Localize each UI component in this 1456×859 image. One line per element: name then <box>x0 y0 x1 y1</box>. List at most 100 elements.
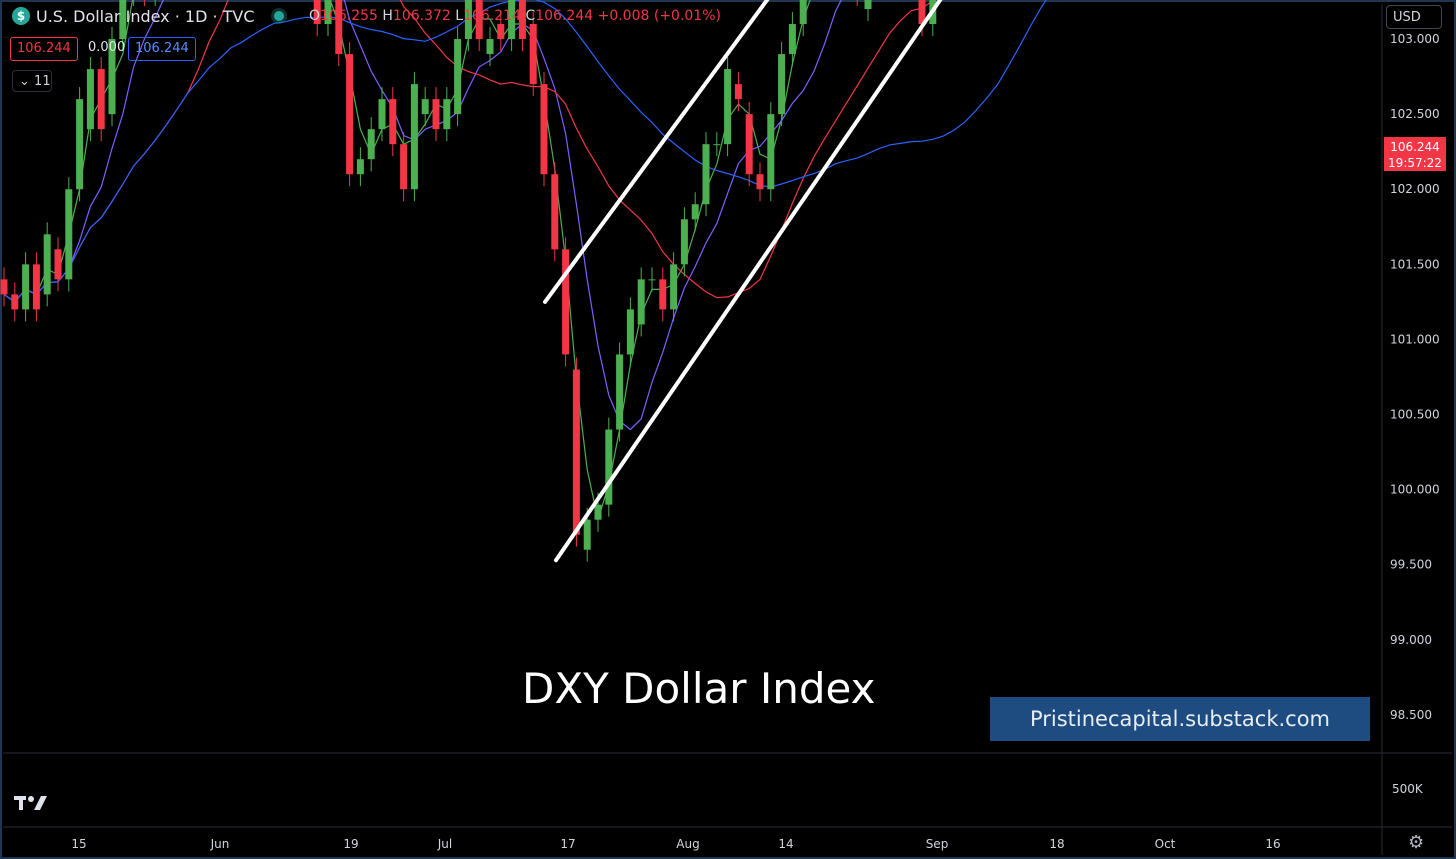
candle-up <box>637 279 645 325</box>
candle-down <box>432 99 440 130</box>
candle-down <box>475 0 483 40</box>
candle-down <box>0 279 8 295</box>
x-tick-label: 19 <box>343 837 358 851</box>
candle-up <box>724 69 732 145</box>
market-open-icon <box>274 11 284 21</box>
y-tick-label: 99.500 <box>1390 558 1432 572</box>
candle-up <box>76 99 84 190</box>
high-value: 106.372 <box>392 8 451 24</box>
candle-down <box>562 249 570 355</box>
candle-down <box>346 54 354 175</box>
y-tick-label: 99.000 <box>1390 633 1432 647</box>
candle-down <box>918 0 926 25</box>
candle-up <box>324 0 332 25</box>
candle-up <box>508 0 516 40</box>
dollar-symbol-icon: $ <box>12 7 30 25</box>
close-label: C <box>525 8 536 24</box>
candle-down <box>745 114 753 175</box>
candle-up <box>594 504 602 520</box>
candle-up <box>443 99 451 130</box>
candle-down <box>400 144 408 190</box>
y-tick-label: 101.000 <box>1390 332 1440 346</box>
candle-down <box>313 0 321 25</box>
candle-down <box>529 24 537 85</box>
ma-fast-line <box>3 0 811 523</box>
candle-up <box>605 429 613 505</box>
candle-down <box>497 24 505 40</box>
ohlc-readout: O106.255 H106.372 L106.214 C106.244 +0.0… <box>309 8 721 24</box>
candle-up <box>356 159 364 175</box>
candle-up <box>616 354 624 430</box>
currency-button[interactable]: USD <box>1386 5 1442 29</box>
candle-up <box>713 144 721 146</box>
bar-countdown: 19:57:22 <box>1388 156 1442 170</box>
candle-up <box>86 69 94 130</box>
candle-up <box>778 54 786 115</box>
ma-blue-line <box>3 0 1047 303</box>
candle-down <box>551 174 559 250</box>
indicator-value-red[interactable]: 106.244 <box>10 37 78 61</box>
candle-down <box>389 99 397 145</box>
candle-down <box>54 249 62 280</box>
y-tick-label: 102.500 <box>1390 107 1440 121</box>
x-tick-label: 17 <box>560 837 575 851</box>
candle-up <box>378 99 386 130</box>
candle-up <box>670 264 678 310</box>
y-tick-label: 102.000 <box>1390 182 1440 196</box>
candle-up <box>799 0 807 25</box>
candle-down <box>540 84 548 175</box>
indicator-count: 11 <box>34 74 51 89</box>
candle-up <box>691 204 699 220</box>
candle-up <box>43 234 51 295</box>
y-tick-label: 101.500 <box>1390 257 1440 271</box>
y-tick-label: 100.000 <box>1390 483 1440 497</box>
symbol-title[interactable]: U.S. Dollar Index · 1D · TVC <box>36 7 255 26</box>
y-tick-label: 103.000 <box>1390 32 1440 46</box>
low-label: L <box>455 8 464 24</box>
candle-up <box>421 99 429 115</box>
candle-up <box>767 114 775 190</box>
candle-up <box>65 189 73 280</box>
x-tick-label: 16 <box>1265 837 1280 851</box>
chart-caption: DXY Dollar Index <box>522 664 876 713</box>
candle-down <box>756 174 764 190</box>
candle-up <box>454 39 462 115</box>
indicator-collapse-button[interactable]: ⌄ 11 <box>12 70 52 92</box>
open-label: O <box>309 8 321 24</box>
y-tick-label: 98.500 <box>1390 708 1432 722</box>
candle-up <box>22 264 30 310</box>
ma-mid-line <box>3 0 842 431</box>
candle-up <box>680 219 688 265</box>
candle-up <box>119 0 127 40</box>
candle-up <box>702 144 710 205</box>
candle-up <box>108 39 116 115</box>
x-tick-label: Jul <box>437 837 452 851</box>
watermark-banner: Pristinecapital.substack.com <box>990 697 1370 741</box>
x-tick-label: Sep <box>926 837 949 851</box>
y-tick-label: 100.500 <box>1390 408 1440 422</box>
candle-up <box>367 129 375 160</box>
candle-down <box>734 84 742 100</box>
last-price: 106.244 <box>1390 140 1440 154</box>
gear-icon[interactable]: ⚙ <box>1408 832 1425 853</box>
candle-up <box>583 519 591 550</box>
tradingview-logo-icon[interactable] <box>14 794 48 817</box>
channel-trendline <box>543 0 770 304</box>
candle-down <box>518 0 526 40</box>
open-value: 106.255 <box>320 8 378 24</box>
candle-down <box>32 264 40 310</box>
candle-up <box>410 84 418 190</box>
candle-down <box>335 0 343 55</box>
last-price-badge: 106.244 19:57:22 <box>1384 137 1446 171</box>
volume-scale-label: 500K <box>1392 782 1423 796</box>
indicator-value-blue[interactable]: 106.244 <box>128 37 196 61</box>
x-tick-label: Jun <box>210 837 230 851</box>
candle-up <box>648 279 656 281</box>
indicator-value-zero: 0.000 <box>88 40 126 55</box>
x-tick-label: Aug <box>676 837 699 851</box>
candle-up <box>788 24 796 55</box>
candle-down <box>11 294 19 310</box>
candle-up <box>626 309 634 355</box>
